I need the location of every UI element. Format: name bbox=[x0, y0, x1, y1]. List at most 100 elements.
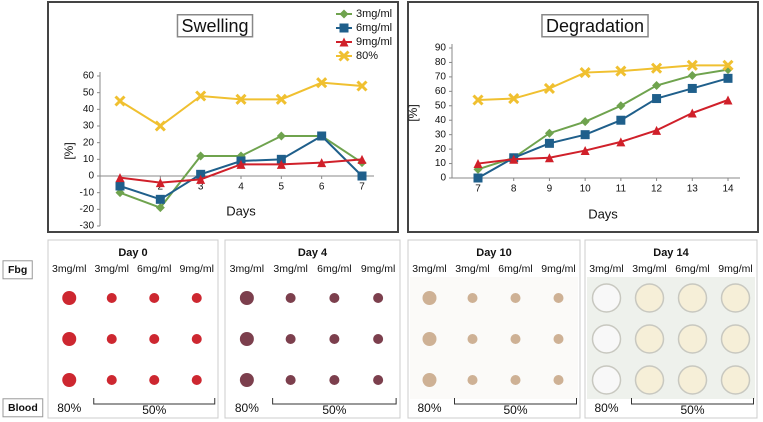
clot bbox=[191, 334, 202, 344]
clot bbox=[467, 293, 478, 303]
y-tick-label: 20 bbox=[83, 137, 95, 148]
clot bbox=[149, 375, 160, 385]
row-label-box bbox=[2, 260, 33, 280]
marker bbox=[580, 117, 590, 127]
clot bbox=[553, 293, 564, 303]
legend-label: 6mg/ml bbox=[356, 22, 392, 34]
x-tick-label: 10 bbox=[580, 184, 592, 195]
x-tick-label: 7 bbox=[359, 182, 365, 193]
swelling-frame bbox=[47, 1, 399, 233]
marker bbox=[115, 181, 125, 191]
marker bbox=[317, 131, 327, 141]
y-tick-label: 70 bbox=[435, 72, 447, 83]
x-axis-label: Days bbox=[226, 203, 256, 218]
chart-title: Degradation bbox=[546, 16, 644, 36]
column-label: 6mg/ml bbox=[137, 263, 171, 275]
marker bbox=[276, 159, 286, 169]
marker bbox=[155, 203, 165, 213]
series-line bbox=[477, 77, 729, 179]
x-tick-label: 12 bbox=[651, 184, 663, 195]
legend-marker bbox=[339, 23, 349, 33]
series-line bbox=[477, 99, 729, 165]
clot bbox=[422, 291, 437, 305]
x-tick-label: 9 bbox=[547, 184, 553, 195]
bracket bbox=[93, 398, 216, 405]
well bbox=[591, 324, 622, 354]
column-label: 9mg/ml bbox=[361, 263, 395, 275]
marker bbox=[543, 82, 555, 95]
well bbox=[677, 324, 708, 354]
column-label: 3mg/ml bbox=[52, 263, 86, 275]
panel-title: Day 0 bbox=[118, 247, 147, 259]
marker bbox=[472, 94, 484, 106]
marker bbox=[616, 101, 626, 111]
marker bbox=[652, 81, 662, 91]
x-tick-label: 4 bbox=[238, 182, 244, 193]
clot bbox=[467, 334, 478, 344]
well bbox=[720, 283, 751, 313]
marker bbox=[473, 159, 483, 169]
bracket bbox=[454, 398, 577, 405]
x-tick-label: 6 bbox=[319, 182, 325, 193]
marker bbox=[356, 80, 368, 92]
y-tick-label: 10 bbox=[83, 154, 95, 165]
clot bbox=[239, 373, 254, 387]
marker bbox=[616, 115, 626, 125]
clot bbox=[373, 334, 384, 344]
column-label: 9mg/ml bbox=[718, 263, 752, 275]
x-tick-label: 14 bbox=[722, 184, 734, 195]
well bbox=[677, 283, 708, 313]
y-tick-label: 80 bbox=[435, 57, 447, 68]
footer-label: 80% bbox=[594, 401, 618, 415]
marker bbox=[473, 173, 483, 183]
marker bbox=[276, 154, 286, 164]
y-tick-label: 10 bbox=[435, 158, 447, 169]
photo bbox=[50, 277, 216, 399]
footer-label: 50% bbox=[503, 403, 527, 417]
y-tick-label: 30 bbox=[83, 121, 95, 132]
well bbox=[677, 365, 708, 395]
marker bbox=[275, 93, 287, 105]
marker bbox=[154, 120, 166, 132]
x-tick-label: 7 bbox=[475, 184, 481, 195]
well bbox=[634, 365, 665, 395]
well bbox=[591, 283, 622, 313]
y-tick-label: 90 bbox=[435, 43, 447, 54]
marker bbox=[580, 146, 590, 156]
y-axis-label: [%] bbox=[62, 142, 76, 159]
bracket bbox=[631, 398, 754, 405]
marker bbox=[196, 151, 206, 161]
chart-title: Swelling bbox=[181, 16, 248, 36]
marker bbox=[235, 93, 247, 105]
y-axis-label: [%] bbox=[406, 104, 420, 121]
clot bbox=[285, 334, 296, 344]
y-tick-label: 60 bbox=[435, 86, 447, 97]
title-box bbox=[541, 14, 649, 38]
panel-title: Day 10 bbox=[476, 247, 511, 259]
footer-label: 50% bbox=[680, 403, 704, 417]
marker bbox=[616, 137, 626, 147]
well bbox=[634, 324, 665, 354]
marker bbox=[195, 90, 207, 102]
clot bbox=[106, 334, 117, 344]
marker bbox=[236, 159, 246, 169]
clot bbox=[553, 334, 564, 344]
clot bbox=[329, 375, 340, 385]
marker bbox=[196, 174, 206, 184]
marker bbox=[579, 66, 591, 79]
series-line bbox=[477, 64, 728, 101]
panel-title: Day 4 bbox=[298, 247, 328, 259]
photo bbox=[227, 277, 398, 399]
marker bbox=[652, 94, 662, 104]
y-tick-label: 30 bbox=[435, 129, 447, 140]
well bbox=[720, 324, 751, 354]
column-label: 3mg/ml bbox=[412, 263, 446, 275]
y-tick-label: 50 bbox=[83, 87, 95, 98]
column-label: 3mg/ml bbox=[273, 263, 307, 275]
y-tick-label: 60 bbox=[83, 71, 95, 82]
clot bbox=[422, 373, 437, 387]
footer-label: 50% bbox=[322, 403, 346, 417]
clot bbox=[553, 375, 564, 385]
row-label-box bbox=[2, 398, 44, 418]
